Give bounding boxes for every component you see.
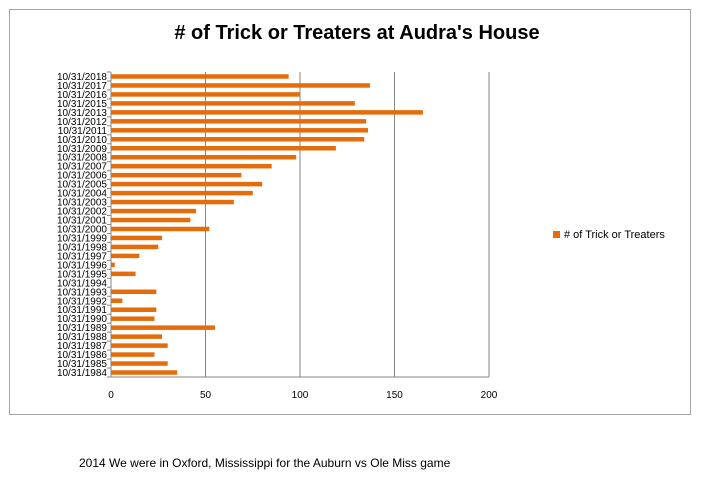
y-tick-label: 10/31/2018 [57,72,107,83]
y-tick-label: 10/31/2008 [57,153,107,164]
y-tick-label: 10/31/2011 [58,126,108,137]
y-tick-label: 10/31/2002 [57,207,107,218]
y-tick-label: 10/31/2017 [57,81,107,92]
y-tick-label: 10/31/1985 [57,359,107,370]
bar [111,370,178,375]
y-tick-label: 10/31/1993 [57,287,107,298]
bar [111,137,365,142]
y-tick-label: 10/31/2000 [57,224,107,235]
chart-title: # of Trick or Treaters at Audra's House [174,22,540,44]
y-tick-label: 10/31/2010 [57,135,107,146]
y-tick-label: 10/31/1999 [57,233,107,244]
legend-label: # of Trick or Treaters [564,229,665,241]
bar [111,298,123,303]
y-tick-label: 10/31/2009 [57,144,107,155]
bar [111,190,253,196]
y-tick-label: 10/31/2016 [57,90,107,101]
bar [111,128,369,133]
bar [111,199,234,205]
bar [111,316,155,321]
x-tick-label: 200 [481,390,498,401]
y-tick-label: 10/31/2005 [57,180,107,191]
bar [111,226,210,232]
x-tick-label: 150 [386,390,403,401]
bar [111,307,157,312]
y-tick-label: 10/31/1991 [57,305,107,316]
y-tick-label: 10/31/1986 [57,350,107,361]
bar [111,172,242,178]
bar [111,163,272,169]
bar [111,289,157,295]
y-tick-label: 10/31/1994 [57,278,107,289]
y-tick-label: 10/31/1998 [57,242,107,253]
bar [111,325,215,330]
y-tick-label: 10/31/2012 [57,117,107,128]
bar [111,101,355,106]
y-tick-label: 10/31/1997 [57,251,107,262]
bar [111,361,168,366]
bar [111,146,336,151]
y-tick-label: 10/31/1995 [57,269,107,280]
bar [111,92,300,97]
y-tick-label: 10/31/2001 [57,216,107,227]
y-tick-label: 10/31/2015 [57,99,107,110]
y-tick-label: 10/31/1988 [57,332,107,343]
bar [111,181,263,187]
bar [111,119,367,124]
bar [111,271,136,277]
y-tick-label: 10/31/2006 [57,171,107,182]
x-tick-label: 0 [108,390,114,401]
legend-swatch [553,231,560,238]
x-tick-label: 100 [292,390,309,401]
bar [111,262,115,268]
y-tick-label: 10/31/2007 [57,162,107,173]
y-tick-label: 10/31/1984 [57,368,107,379]
bar [111,208,197,214]
y-tick-label: 10/31/1989 [57,323,107,334]
y-tick-label: 10/31/1987 [57,341,107,352]
bar [111,343,168,348]
y-tick-label: 10/31/2004 [57,189,107,200]
bar [111,253,140,259]
bar [111,334,163,339]
y-tick-label: 10/31/1992 [57,296,107,307]
bar [111,74,289,79]
bar [111,235,163,241]
y-tick-label: 10/31/1996 [57,260,107,271]
bar [111,244,159,250]
y-tick-label: 10/31/2003 [57,198,107,209]
x-tick-label: 50 [200,390,212,401]
bar [111,352,155,357]
bar [111,110,423,115]
footnote: 2014 We were in Oxford, Mississippi for … [79,456,451,470]
bar [111,154,297,160]
y-tick-label: 10/31/2013 [57,108,107,119]
bar [111,83,370,88]
bar [111,217,191,223]
y-tick-label: 10/31/1990 [57,314,107,325]
